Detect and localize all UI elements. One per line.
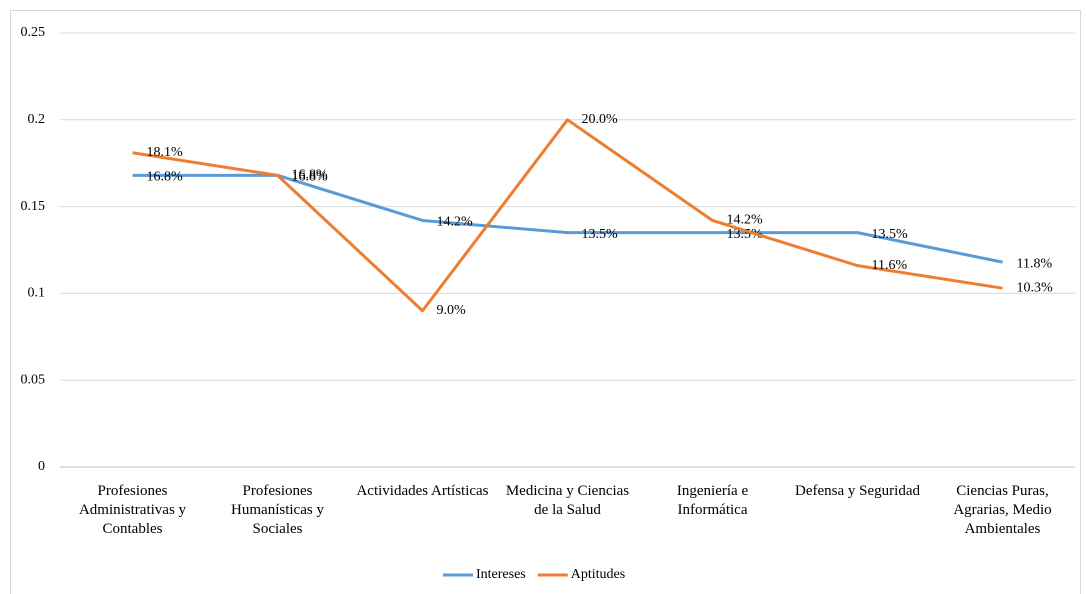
data-label: 18.1% (147, 145, 184, 160)
data-label: 16.8% (292, 170, 329, 185)
y-tick-label: 0 (38, 459, 45, 474)
data-label: 16.8% (292, 168, 329, 183)
data-label: 20.0% (582, 112, 619, 127)
data-label: 13.5% (582, 227, 619, 242)
x-tick-label: Profesiones Administrativas y Contables (78, 483, 187, 537)
line-series (132, 173, 1003, 264)
data-label: 14.2% (437, 215, 474, 230)
x-tick-label: Defensa y Seguridad (795, 483, 920, 499)
legend-label: Aptitudes (571, 567, 625, 582)
data-label: 10.3% (1017, 280, 1054, 295)
chart-border (10, 10, 1081, 594)
y-tick-label: 0.2 (28, 112, 46, 127)
y-tick-label: 0.1 (28, 286, 46, 301)
x-tick-label: Actividades Artísticas (356, 483, 489, 499)
x-tick-label: Ciencias Puras, Agrarias, Medio Ambienta… (953, 483, 1052, 537)
data-label: 13.5% (872, 227, 909, 242)
data-label: 11.6% (872, 258, 908, 273)
x-tick-label: Ingeniería e Informática (676, 483, 749, 518)
x-tick-label: Profesiones Humanísticas y Sociales (231, 483, 324, 537)
data-label: 14.2% (727, 213, 764, 228)
data-label: 9.0% (437, 303, 467, 318)
y-tick-label: 0.15 (21, 199, 46, 214)
legend-label: Intereses (476, 567, 526, 582)
y-tick-label: 0.05 (21, 372, 46, 387)
data-label: 11.8% (1017, 256, 1053, 271)
y-tick-label: 0.25 (21, 25, 46, 40)
line-series (132, 118, 1003, 313)
data-label: 13.5% (727, 227, 764, 242)
x-tick-label: Medicina y Ciencias de la Salud (505, 483, 630, 518)
data-label: 16.8% (147, 170, 184, 185)
